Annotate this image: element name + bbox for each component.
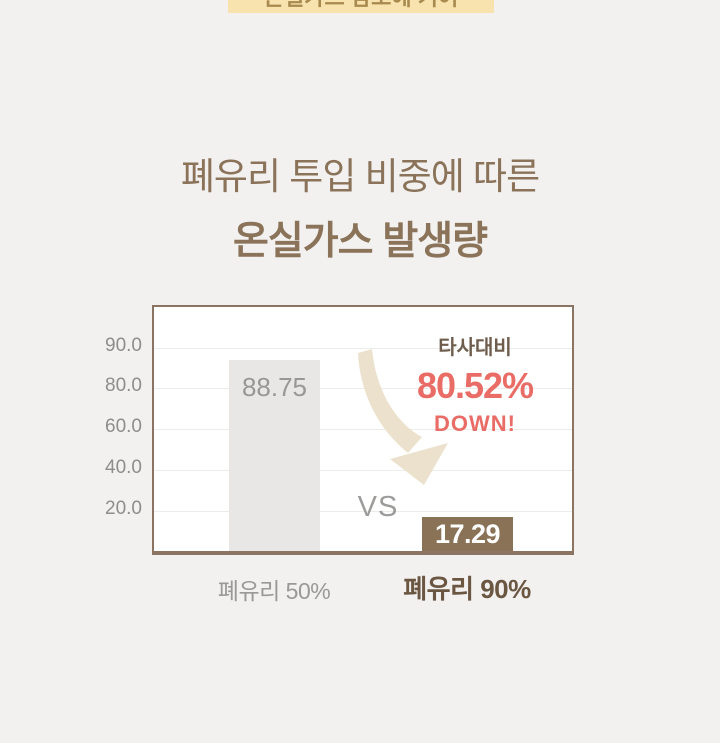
bar-waste-glass-90: 17.29	[422, 517, 513, 551]
bar-value-50: 88.75	[241, 372, 308, 402]
category-label-90: 폐유리 90%	[403, 574, 531, 604]
bar-waste-glass-50: 88.75	[229, 360, 320, 551]
y-tick-80: 80.0	[105, 375, 142, 396]
title-line-2: 온실가스 발생량	[233, 220, 488, 263]
gridline-90	[154, 348, 572, 349]
gridline-20	[154, 511, 572, 512]
compare-label: 타사대비	[438, 337, 512, 359]
y-axis-labels: 90.0 80.0 60.0 40.0 20.0	[58, 305, 142, 553]
reduction-callout: 타사대비 80.52% DOWN!	[392, 331, 558, 437]
y-tick-20: 20.0	[105, 498, 142, 519]
category-label-50: 폐유리 50%	[217, 578, 331, 604]
bar-chart: 88.75 VS 타사대비 80.52% DOWN! 17.29	[152, 305, 574, 555]
y-tick-60: 60.0	[105, 416, 142, 437]
title-line-1: 폐유리 투입 비중에 따른	[180, 156, 540, 197]
top-banner: 온실가스 감소에 기여	[228, 0, 494, 13]
page-title: 폐유리 투입 비중에 따른 온실가스 발생량	[0, 146, 720, 266]
reduction-percent: 80.52%	[416, 365, 534, 406]
vs-label: VS	[357, 491, 399, 523]
banner-text: 온실가스 감소에 기여	[264, 0, 458, 10]
bar-value-90: 17.29	[434, 519, 501, 549]
y-tick-40: 40.0	[105, 457, 142, 478]
gridline-80	[154, 388, 572, 389]
y-tick-90: 90.0	[105, 335, 142, 356]
down-label: DOWN!	[434, 411, 516, 436]
gridline-40	[154, 470, 572, 471]
gridline-60	[154, 429, 572, 430]
curved-down-arrow-icon	[346, 343, 452, 485]
